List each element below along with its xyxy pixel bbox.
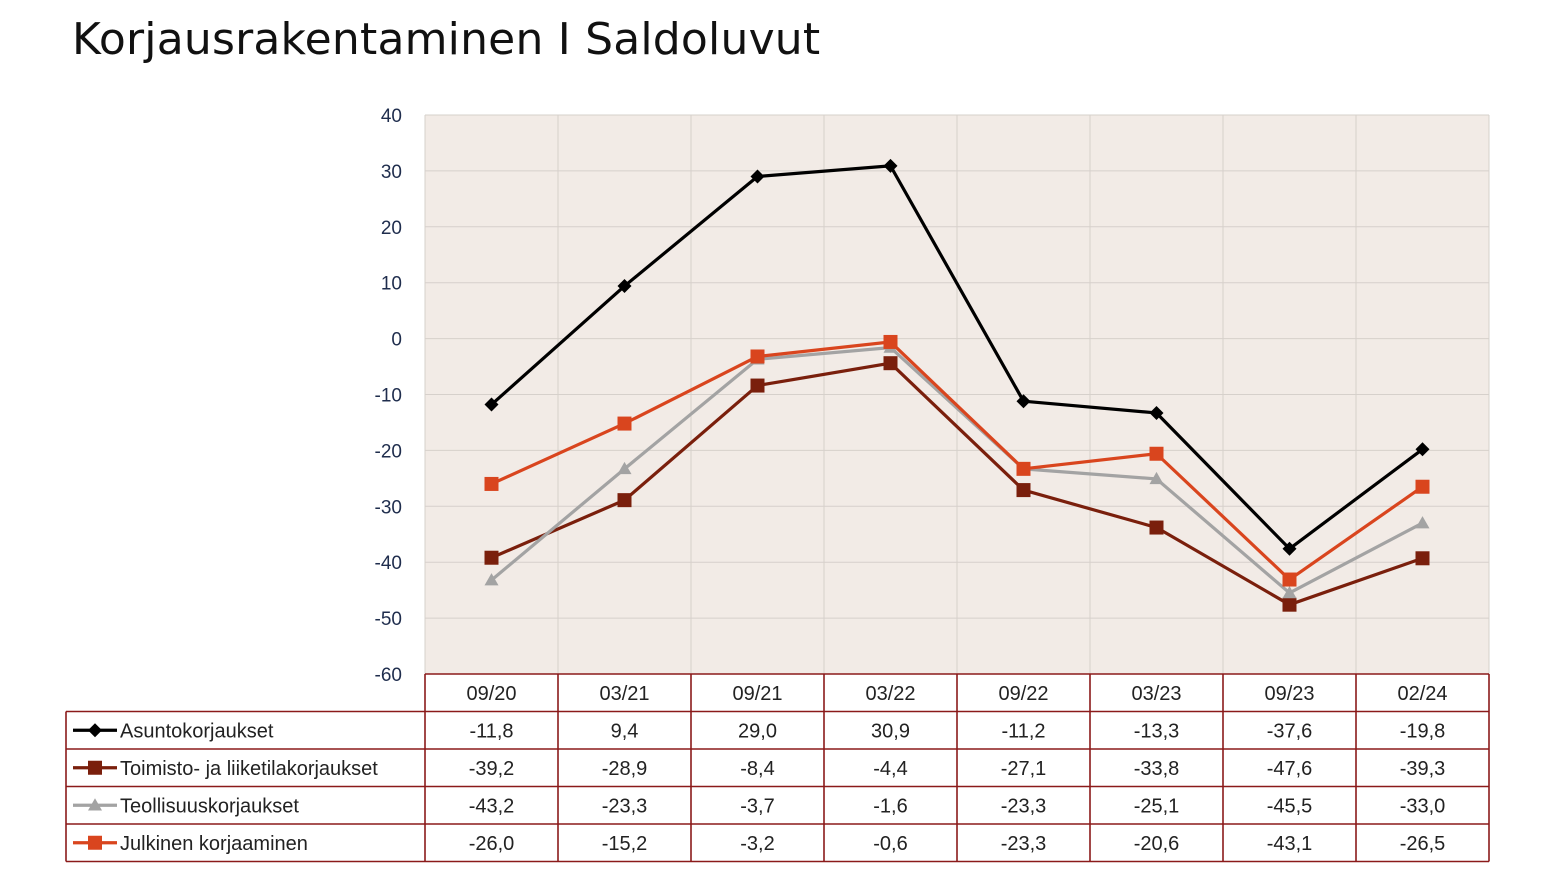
data-label: -45,5 [1267, 795, 1313, 817]
y-tick-label: -20 [375, 441, 402, 462]
data-label: -8,4 [740, 758, 774, 780]
data-label: -33,0 [1400, 795, 1446, 817]
x-tick-label: 09/22 [998, 683, 1048, 705]
data-label: -11,2 [1001, 720, 1045, 742]
data-label: -19,8 [1400, 720, 1446, 742]
data-point-marker [1415, 551, 1430, 566]
legend-key-marker [88, 835, 102, 850]
legend-key-marker [88, 798, 102, 811]
data-label: -4,4 [873, 758, 907, 780]
data-point-marker [1149, 446, 1164, 461]
y-axis: 40 30 20 10 0 -10 -20 -30 -40 -50 -60 [375, 106, 402, 686]
data-label: -37,6 [1267, 720, 1313, 742]
data-label: -11,8 [469, 720, 513, 742]
data-point-marker [617, 279, 632, 294]
data-label: -25,1 [1134, 795, 1180, 817]
data-label: 30,9 [871, 720, 910, 742]
x-tick-label: 09/23 [1264, 683, 1314, 705]
series-markers [484, 158, 1430, 612]
x-tick-label: 09/21 [732, 683, 782, 705]
data-table: 09/20 03/21 09/21 03/22 09/22 03/23 09/23 02/24… [65, 673, 1490, 863]
data-point-marker [1415, 442, 1430, 457]
data-label: -3,2 [740, 833, 774, 855]
gridlines [424, 114, 1490, 675]
data-label: -20,6 [1134, 833, 1180, 855]
data-point-marker [1415, 479, 1430, 494]
data-point-marker [1282, 572, 1297, 587]
data-point-marker [750, 378, 765, 393]
data-point-marker [883, 158, 898, 173]
data-point-marker [617, 493, 632, 508]
data-label: -0,6 [873, 833, 907, 855]
series-line [490, 361, 1424, 607]
data-label: -47,6 [1267, 758, 1313, 780]
y-tick-label: 40 [381, 106, 402, 127]
y-tick-label: 30 [381, 162, 402, 183]
series-lines [490, 164, 1424, 607]
data-label: -13,3 [1134, 720, 1180, 742]
data-label: -1,6 [873, 795, 907, 817]
data-point-marker [750, 349, 765, 364]
series-line [490, 345, 1424, 595]
data-label: -28,9 [602, 758, 648, 780]
data-point-marker [484, 573, 499, 586]
data-label: -3,7 [740, 795, 774, 817]
data-label: -23,3 [602, 795, 648, 817]
legend-key-marker [88, 723, 102, 738]
y-tick-label: -40 [375, 553, 402, 574]
data-label: -43,2 [469, 795, 515, 817]
data-label: -39,2 [469, 758, 515, 780]
x-tick-label: 03/21 [599, 683, 649, 705]
data-point-marker [1149, 471, 1164, 485]
data-label: -43,1 [1267, 833, 1313, 855]
series-line [490, 164, 1424, 551]
data-point-marker [1149, 405, 1164, 420]
data-label: -39,3 [1400, 758, 1446, 780]
data-point-marker [883, 334, 898, 349]
y-tick-label: -60 [375, 665, 402, 686]
y-tick-label: 0 [391, 330, 402, 351]
series-line [490, 340, 1424, 582]
y-tick-label: 10 [381, 274, 402, 295]
data-point-marker [1016, 483, 1031, 498]
data-label: 9,4 [611, 720, 639, 742]
x-tick-label: 02/24 [1397, 683, 1447, 705]
x-tick-label: 03/23 [1131, 683, 1181, 705]
data-point-marker [1016, 394, 1031, 409]
data-point-marker [1282, 585, 1297, 599]
data-point-marker [1415, 516, 1430, 529]
series-name-label: Toimisto- ja liiketilakorjaukset [120, 758, 378, 780]
data-label: -15,2 [602, 833, 648, 855]
series-name-label: Asuntokorjaukset [120, 720, 274, 742]
data-label: -27,1 [1001, 758, 1047, 780]
data-point-marker [1016, 461, 1031, 476]
legend-key-marker [88, 760, 102, 775]
data-point-marker [484, 476, 499, 491]
data-point-marker [1282, 541, 1297, 556]
data-point-marker [617, 461, 632, 475]
y-tick-label: -50 [375, 609, 402, 630]
data-label: -26,5 [1400, 833, 1446, 855]
chart-title: Korjausrakentaminen I Saldoluvut [72, 14, 821, 65]
series-name-label: Teollisuuskorjaukset [120, 795, 299, 817]
data-point-marker [484, 550, 499, 565]
data-point-marker [883, 356, 898, 371]
data-point-marker [484, 397, 499, 412]
data-point-marker [1149, 520, 1164, 535]
y-tick-label: -10 [375, 386, 402, 407]
data-point-marker [750, 169, 765, 184]
data-point-marker [1282, 597, 1297, 612]
series-name-label: Julkinen korjaaminen [120, 833, 308, 855]
data-point-marker [617, 416, 632, 431]
y-tick-label: -30 [375, 497, 402, 518]
data-label: -26,0 [469, 833, 515, 855]
data-label: 29,0 [738, 720, 777, 742]
x-tick-label: 03/22 [865, 683, 915, 705]
data-label: -23,3 [1001, 795, 1047, 817]
y-tick-label: 20 [381, 218, 402, 239]
x-tick-label: 09/20 [466, 683, 516, 705]
data-label: -23,3 [1001, 833, 1047, 855]
data-label: -33,8 [1134, 758, 1180, 780]
